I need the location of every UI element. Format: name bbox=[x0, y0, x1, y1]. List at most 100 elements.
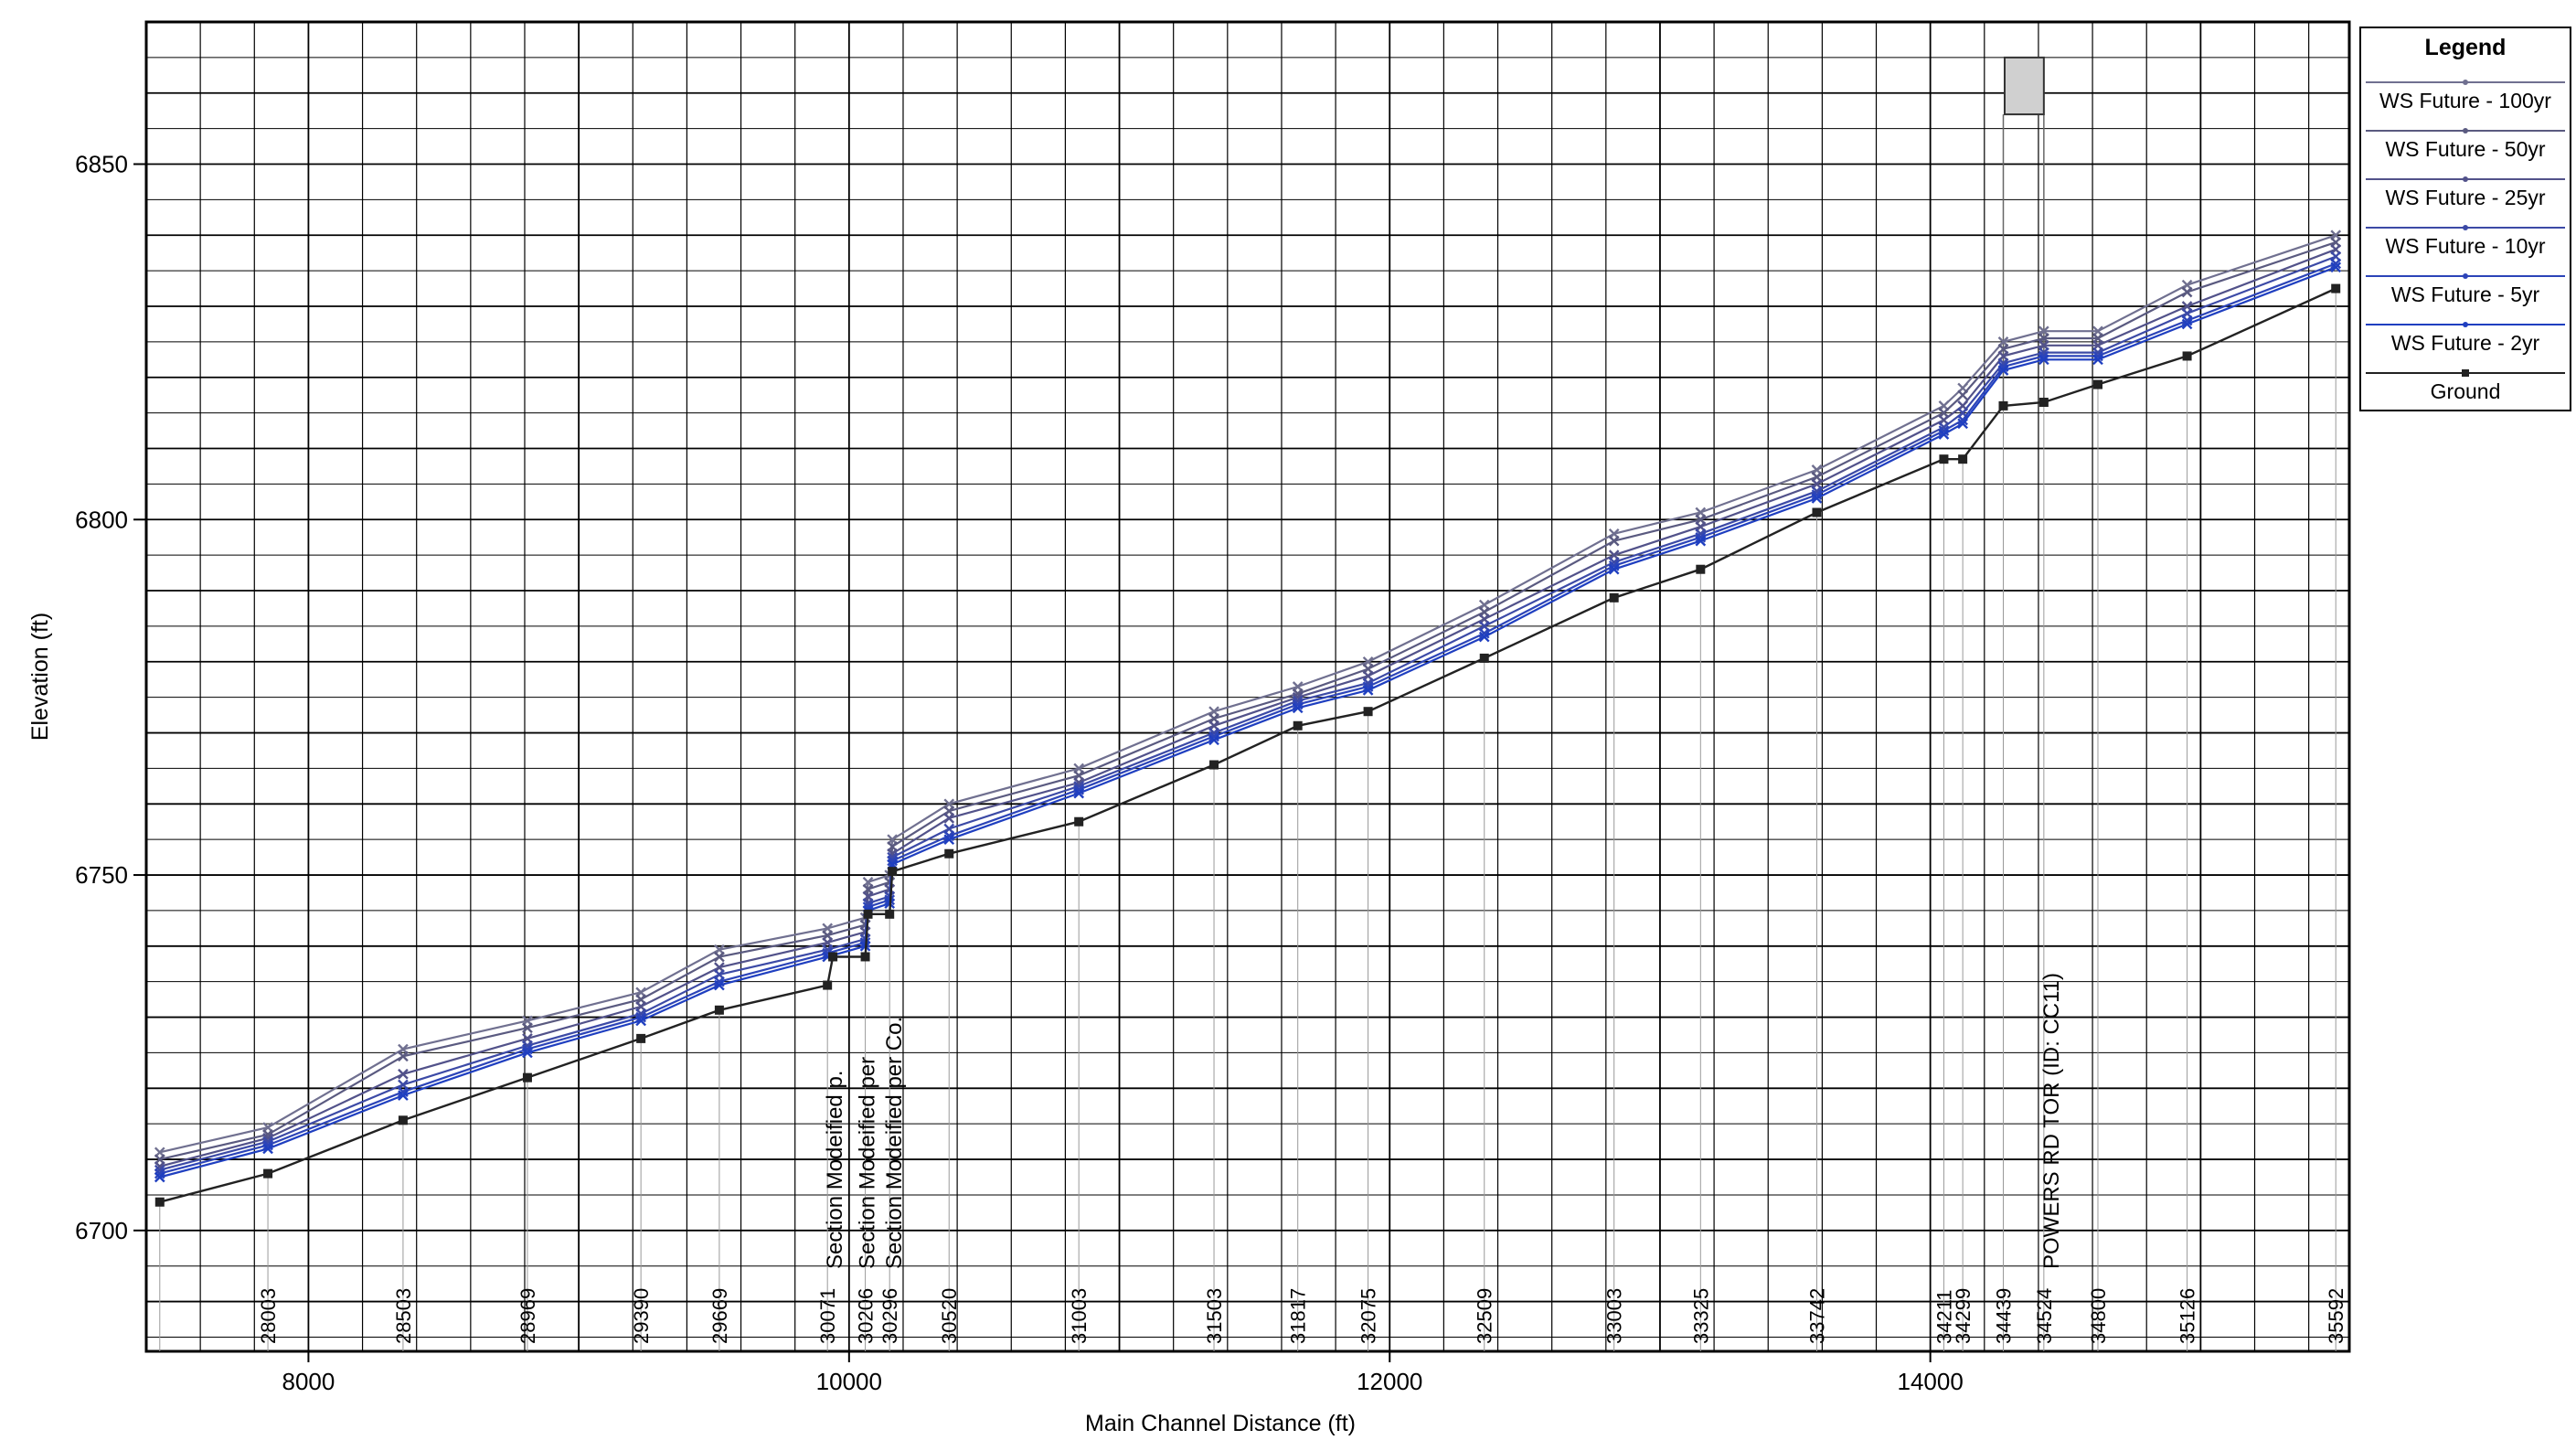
ws-marker bbox=[1938, 425, 1950, 436]
ws-marker bbox=[943, 812, 955, 824]
ground-marker bbox=[1696, 564, 1706, 574]
ws-marker bbox=[522, 1043, 533, 1055]
ws-marker bbox=[1695, 535, 1707, 547]
ws-marker bbox=[1957, 414, 1968, 426]
legend-swatch-marker bbox=[2463, 322, 2468, 327]
y-tick-label: 6750 bbox=[75, 861, 128, 889]
ground-marker bbox=[398, 1115, 408, 1125]
series-line bbox=[159, 287, 2336, 1203]
station-label: 35126 bbox=[2177, 1288, 2199, 1344]
station-label: 34524 bbox=[2033, 1288, 2056, 1344]
station-label: 35592 bbox=[2325, 1288, 2347, 1344]
ws-marker bbox=[2330, 261, 2342, 273]
ws-marker bbox=[1362, 685, 1374, 696]
ws-marker bbox=[1997, 365, 2009, 376]
station-label: 30520 bbox=[938, 1288, 961, 1344]
legend-title: Legend bbox=[2425, 35, 2507, 60]
x-tick-label: 14000 bbox=[1898, 1368, 1964, 1395]
plot-frame bbox=[144, 20, 2351, 1353]
ws-marker bbox=[522, 1022, 533, 1034]
station-label: 33325 bbox=[1689, 1288, 1712, 1344]
legend-swatch-marker bbox=[2463, 176, 2468, 182]
annotation-label: Section Modeified per bbox=[856, 1057, 880, 1269]
ws-marker bbox=[1362, 681, 1374, 692]
ws-marker bbox=[262, 1143, 273, 1155]
station-label: 33742 bbox=[1805, 1288, 1828, 1344]
legend: Legend WS Future - 100yr WS Future - 50yr W… bbox=[2359, 27, 2571, 411]
ws-marker bbox=[1938, 429, 1950, 440]
ws-marker bbox=[635, 1015, 646, 1027]
x-tick-label: 8000 bbox=[282, 1368, 335, 1395]
station-label: 29669 bbox=[708, 1288, 731, 1344]
plot-area: 28003 28503 28969 29390 29669 30071 30206 30296… bbox=[75, 20, 2351, 1395]
ws-marker bbox=[1811, 489, 1823, 500]
legend-label: WS Future - 50yr bbox=[2385, 137, 2545, 161]
y-axis-title: Elevation (ft) bbox=[27, 613, 53, 741]
ws-marker bbox=[1957, 389, 1968, 401]
station-label: 34299 bbox=[1952, 1288, 1975, 1344]
x-axis-title: Main Channel Distance (ft) bbox=[1085, 1411, 1356, 1436]
ws-marker bbox=[714, 979, 725, 991]
ground-marker bbox=[636, 1033, 646, 1043]
ws-marker bbox=[1292, 699, 1304, 710]
ws-marker bbox=[1608, 560, 1620, 571]
ground-marker bbox=[823, 980, 833, 990]
ws-marker bbox=[398, 1086, 409, 1098]
ws-marker bbox=[1073, 784, 1085, 795]
station-label: 28969 bbox=[516, 1288, 539, 1344]
ground-marker bbox=[154, 1197, 165, 1207]
station-label: 32509 bbox=[1474, 1288, 1496, 1344]
ws-marker bbox=[1208, 734, 1219, 746]
y-tick-label: 6700 bbox=[75, 1217, 128, 1244]
ws-marker bbox=[635, 1011, 646, 1023]
legend-label: Ground bbox=[2431, 379, 2501, 403]
legend-swatch-marker bbox=[2462, 369, 2469, 377]
ground-marker bbox=[1958, 454, 1968, 464]
ground-marker bbox=[1939, 454, 1949, 464]
ws-marker bbox=[714, 976, 725, 987]
ws-marker bbox=[1695, 531, 1707, 543]
station-label: 32075 bbox=[1357, 1288, 1380, 1344]
ground-marker bbox=[1609, 592, 1619, 603]
ws-marker bbox=[2181, 318, 2193, 330]
ground-marker bbox=[1998, 400, 2008, 411]
annotation-labels: Section Modeified p. Section Modeified pe… bbox=[823, 973, 2064, 1269]
station-lines bbox=[159, 288, 2336, 1351]
series-lines bbox=[154, 229, 2342, 1207]
ground-marker bbox=[1293, 720, 1303, 731]
ws-marker bbox=[1997, 361, 2009, 372]
ground-marker bbox=[1479, 653, 1489, 663]
legend-label: WS Future - 100yr bbox=[2379, 89, 2551, 112]
bridge-deck bbox=[2003, 56, 2045, 116]
station-label: 34800 bbox=[2087, 1288, 2110, 1344]
ws-marker bbox=[1208, 731, 1219, 742]
legend-label: WS Future - 10yr bbox=[2385, 234, 2545, 258]
ground-marker bbox=[1812, 507, 1822, 517]
ws-marker bbox=[1478, 631, 1490, 643]
ws-marker bbox=[2038, 354, 2049, 366]
ground-marker bbox=[1209, 760, 1219, 770]
ws-marker bbox=[398, 1090, 409, 1101]
legend-label: WS Future - 25yr bbox=[2385, 186, 2545, 209]
y-tick-label: 6850 bbox=[75, 151, 128, 178]
ws-marker bbox=[714, 951, 725, 963]
annotation-label: POWERS RD TOR (ID: CC11) bbox=[2039, 973, 2064, 1269]
ws-marker bbox=[398, 1068, 409, 1080]
ws-marker bbox=[2330, 258, 2342, 270]
legend-swatch-marker bbox=[2463, 80, 2468, 85]
ws-marker bbox=[1811, 493, 1823, 504]
ws-marker bbox=[2092, 354, 2103, 366]
ground-marker bbox=[885, 909, 895, 919]
annotation-label: Section Modeified p. bbox=[823, 1071, 847, 1269]
ws-marker bbox=[943, 834, 955, 846]
station-label: 28003 bbox=[257, 1288, 280, 1344]
ground-marker bbox=[2182, 351, 2192, 361]
bridge-structure bbox=[2002, 56, 2045, 406]
ground-marker bbox=[2038, 397, 2049, 407]
ground-marker bbox=[714, 1005, 724, 1015]
ws-marker bbox=[262, 1139, 273, 1151]
x-tick-label: 10000 bbox=[816, 1368, 882, 1395]
ground-marker bbox=[522, 1072, 532, 1083]
ws-marker bbox=[822, 947, 834, 959]
